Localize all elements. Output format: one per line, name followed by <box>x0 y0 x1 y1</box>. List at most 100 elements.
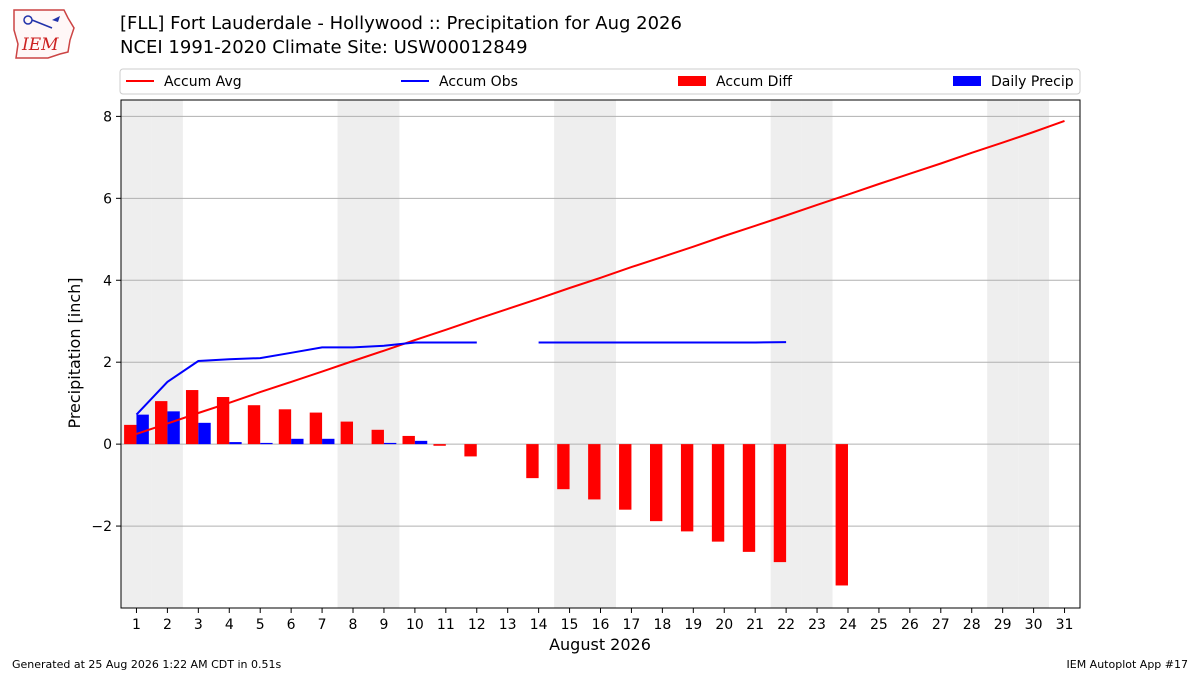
app-label: IEM Autoplot App #17 <box>1066 658 1189 671</box>
legend-label: Accum Diff <box>716 74 792 90</box>
x-tick-label: 5 <box>256 617 265 633</box>
x-tick-label: 10 <box>406 617 424 633</box>
accum-diff-bar <box>588 444 601 500</box>
accum-diff-bar <box>711 444 725 542</box>
legend: Accum Avg Accum Obs Accum Diff Daily Precip <box>119 68 1081 95</box>
x-tick-label: 20 <box>715 617 733 633</box>
y-axis-label: Precipitation [inch] <box>65 277 84 428</box>
accum-diff-bar <box>309 412 323 445</box>
y-tick-label: 4 <box>103 273 112 289</box>
legend-label: Accum Obs <box>439 74 518 90</box>
daily-precip-bar <box>322 438 335 445</box>
y-tick-label: 8 <box>103 109 112 125</box>
accum-diff-bar <box>619 444 632 510</box>
daily-precip-bar <box>229 442 242 445</box>
accum-diff-bar <box>464 444 477 457</box>
accum-diff-bar <box>124 424 137 445</box>
accum-diff-bar <box>680 444 694 532</box>
weekend-band <box>151 100 183 608</box>
accum-diff-bar <box>278 409 292 445</box>
x-tick-label: 1 <box>132 617 141 633</box>
accum-diff-bar <box>185 390 199 445</box>
weekend-band <box>121 100 152 608</box>
y-tick-label: −2 <box>91 519 112 535</box>
weekend-band <box>987 100 1019 608</box>
accum-diff-bar <box>526 444 539 479</box>
weekend-shading <box>121 100 1050 608</box>
iem-logo-graphic: IEM <box>13 9 75 59</box>
daily-precip-bar <box>136 414 149 445</box>
x-axis-label: August 2026 <box>549 635 651 654</box>
x-tick-label: 24 <box>839 617 857 633</box>
x-tick-label: 13 <box>499 617 517 633</box>
x-tick-label: 11 <box>437 617 455 633</box>
weekend-band <box>585 100 616 608</box>
weekend-band <box>1018 100 1050 608</box>
daily-precip-bar <box>167 411 180 445</box>
x-tick-label: 26 <box>901 617 919 633</box>
accum-diff-bar <box>155 401 168 445</box>
x-tick-label: 18 <box>653 617 671 633</box>
accum-diff-bar <box>742 444 756 552</box>
x-tick-label: 30 <box>1025 617 1043 633</box>
legend-label: Daily Precip <box>991 74 1074 90</box>
x-tick-label: 28 <box>963 617 981 633</box>
x-tick-label: 4 <box>225 617 234 633</box>
iowa-outline-icon <box>13 9 75 59</box>
accum-obs-line <box>135 341 477 416</box>
daily-precip-bar <box>260 442 273 445</box>
accum-diff-bar <box>216 397 230 445</box>
logo-text: IEM <box>21 35 59 55</box>
y-tick-label: 6 <box>103 191 112 207</box>
y-tick-label: 0 <box>103 437 112 453</box>
legend-box <box>119 68 1081 95</box>
x-tick-label: 25 <box>870 617 888 633</box>
legend-label: Accum Avg <box>164 74 242 90</box>
x-tick-label: 3 <box>194 617 203 633</box>
daily-precip-bar <box>198 422 211 445</box>
chart-title: [FLL] Fort Lauderdale - Hollywood :: Pre… <box>120 13 682 34</box>
legend-bar-swatch <box>678 76 706 86</box>
daily-precip-bar <box>414 440 428 445</box>
accum-diff-bar <box>773 444 787 563</box>
chart-subtitle: NCEI 1991-2020 Climate Site: USW00012849 <box>120 37 528 58</box>
y-tick-label: 2 <box>103 355 112 371</box>
accum-diff-bar <box>371 429 384 445</box>
weekend-band <box>554 100 586 608</box>
accum-diff-bar <box>835 444 848 586</box>
accum-diff-bar <box>649 444 663 522</box>
x-tick-label: 12 <box>468 617 486 633</box>
x-tick-label: 27 <box>932 617 950 633</box>
bar-series <box>124 390 848 586</box>
accum-avg-line <box>136 119 1065 435</box>
x-tick-label: 16 <box>592 617 610 633</box>
weekend-band <box>337 100 369 608</box>
x-tick-label: 17 <box>623 617 641 633</box>
x-tick-label: 29 <box>994 617 1012 633</box>
line-series <box>135 119 1065 435</box>
x-tick-label: 2 <box>163 617 172 633</box>
daily-precip-bar <box>291 438 304 445</box>
daily-precip-bar <box>383 442 397 445</box>
weekend-band <box>801 100 833 608</box>
accum-diff-bar <box>340 421 354 445</box>
x-tick-label: 15 <box>561 617 579 633</box>
generated-note: Generated at 25 Aug 2026 1:22 AM CDT in … <box>12 658 282 671</box>
x-tick-label: 19 <box>684 617 702 633</box>
accum-diff-bar <box>402 435 415 445</box>
x-tick-label: 21 <box>746 617 764 633</box>
x-tick-label: 14 <box>530 617 548 633</box>
accum-diff-bar <box>557 444 570 490</box>
legend-bar-swatch <box>953 76 981 86</box>
x-tick-label: 7 <box>318 617 327 633</box>
x-tick-label: 22 <box>777 617 795 633</box>
x-tick-label: 23 <box>808 617 826 633</box>
accum-diff-bar <box>433 444 446 446</box>
x-tick-label: 6 <box>287 617 296 633</box>
x-tick-label: 8 <box>349 617 358 633</box>
accum-diff-bar <box>247 405 261 445</box>
iem-logo: IEM <box>8 6 80 60</box>
x-tick-label: 9 <box>379 617 388 633</box>
